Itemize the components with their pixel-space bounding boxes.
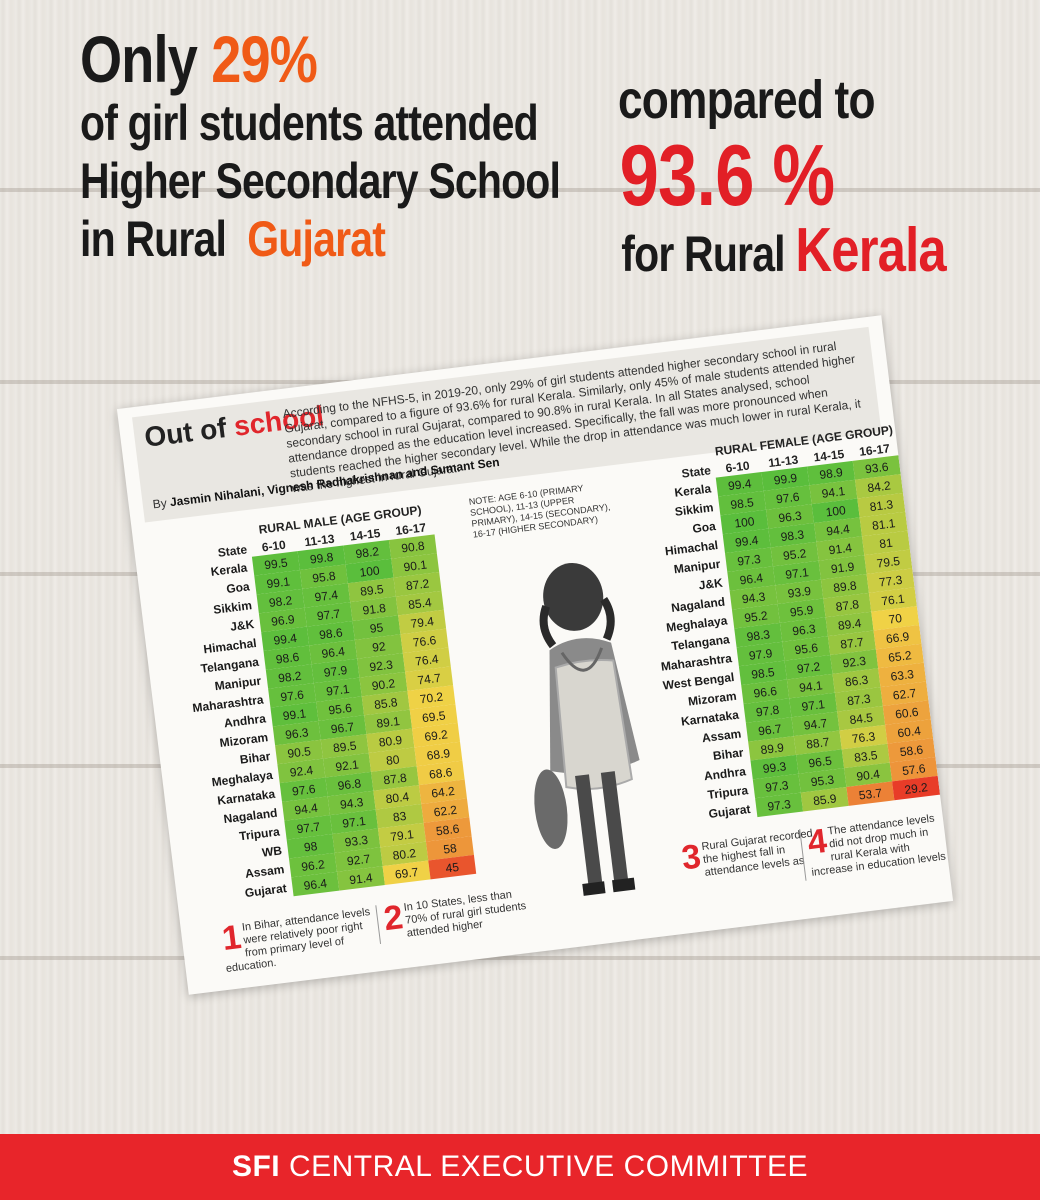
headline-rural-prefix: in Rural	[80, 211, 227, 267]
female-table-body: Kerala 99.4 99.9 98.9 93.6 Sikkim 98.5 97.6 94.1…	[634, 455, 941, 827]
footnote-2-text: In 10 States, less than 70% of rural gir…	[403, 888, 527, 940]
headline-for-rural: for Rural	[621, 226, 785, 282]
headline-line-4: in Rural Gujarat	[80, 210, 560, 268]
rural-female-table: RURAL FEMALE (AGE GROUP) State 6-10 11-13 1…	[630, 420, 941, 827]
attendance-cell: 69.7	[382, 860, 431, 886]
attendance-cell: 91.4	[336, 866, 385, 891]
banner-org: SFI	[231, 1150, 281, 1183]
footnote-1-text: In Bihar, attendance levels were relativ…	[225, 906, 371, 975]
headline-line-2: of girl students attended	[80, 95, 539, 151]
byline-prefix: By	[151, 495, 168, 512]
banner-committee: CENTRAL EXECUTIVE COMMITTEE	[288, 1150, 809, 1183]
headline-line-kerala: for Rural Kerala	[621, 220, 946, 283]
rural-male-table: RURAL MALE (AGE GROUP) State 6-10 11-13 14-…	[166, 500, 477, 907]
footer-banner: SFI CENTRAL EXECUTIVE COMMITTEE	[0, 1134, 1040, 1200]
footnote-4: 4 The attendance levels did not drop muc…	[799, 810, 954, 881]
footnote-1-num: 1	[219, 918, 244, 959]
attendance-cell: 29.2	[892, 775, 941, 801]
headline-only: Only	[80, 22, 198, 96]
headline-state-gujarat: Gujarat	[247, 211, 386, 267]
footnote-4-text: The attendance levels did not drop much …	[810, 812, 947, 879]
newspaper-clipping: Out of school According to the NFHS-5, i…	[116, 315, 954, 995]
attendance-cell: 96.4	[291, 871, 340, 897]
attendance-cell: 97.3	[755, 792, 804, 818]
footnote-3-num: 3	[679, 837, 704, 878]
footnote-1: 1 In Bihar, attendance levels were relat…	[220, 906, 375, 976]
attendance-cell: 53.7	[846, 781, 895, 806]
footnote-2: 2 In 10 States, less than 70% of rural g…	[375, 887, 529, 945]
footnote-4-num: 4	[805, 821, 830, 862]
headline-line-3: Higher Secondary School	[80, 153, 561, 209]
footnote-3-text: Rural Gujarat recorded the highest fall …	[700, 827, 814, 879]
clipping-title-prefix: Out of	[142, 412, 229, 453]
headline-compared-to: compared to	[618, 70, 876, 130]
headline-pct-kerala: 93.6 %	[619, 128, 835, 224]
headline-left: Only 29% of girl students attended Highe…	[80, 24, 561, 268]
headline-pct-gujarat: 29%	[211, 22, 318, 96]
footnote-2-num: 2	[381, 898, 406, 939]
headline-right: compared to 93.6 % for Rural Kerala	[618, 70, 947, 283]
headline-line-1: Only 29%	[80, 24, 560, 94]
male-table-body: Kerala 99.5 99.8 98.2 90.8 Goa 99.1 95.8 100 90.1…	[171, 534, 477, 906]
girl-photo	[534, 562, 640, 896]
attendance-cell: 85.9	[800, 787, 849, 812]
age-note: Note: Age 6-10 (primary school), 11-13 (…	[468, 482, 611, 540]
headline-state-kerala: Kerala	[795, 216, 946, 285]
attendance-cell: 45	[428, 854, 477, 880]
